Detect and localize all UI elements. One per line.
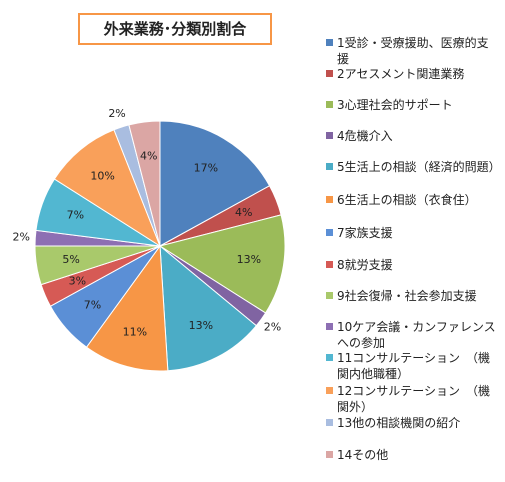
legend-swatch — [326, 132, 333, 139]
legend-swatch — [326, 323, 333, 330]
legend-label: 1受診・受療援助、医療的支援 — [337, 36, 489, 66]
legend-swatch — [326, 419, 333, 426]
legend-item: 13他の相談機関の紹介 — [326, 415, 496, 431]
data-label: 2% — [108, 107, 125, 120]
data-label: 3% — [69, 275, 86, 288]
legend-label: 3心理社会的サポート — [337, 98, 453, 112]
pie-slice — [159, 120, 271, 247]
data-label: 13% — [237, 253, 261, 266]
legend-label: 2アセスメント関連業務 — [337, 67, 465, 81]
legend-label: 12コンサルテーション （機関外） — [337, 384, 491, 414]
legend-swatch — [326, 70, 333, 77]
legend-label: 5生活上の相談（経済的問題） — [337, 160, 501, 174]
legend-swatch — [326, 261, 333, 268]
data-label: 7% — [84, 299, 101, 312]
legend-item: 12コンサルテーション （機関外） — [326, 383, 496, 415]
data-label: 4% — [140, 150, 157, 163]
data-label: 17% — [194, 162, 218, 175]
legend-item: 14その他 — [326, 447, 496, 463]
legend-item: 1受診・受療援助、医療的支援 — [326, 35, 496, 67]
pie-slice — [128, 120, 161, 247]
data-label: 7% — [67, 209, 84, 222]
legend-swatch — [326, 163, 333, 170]
legend-label: 11コンサルテーション （機関内他職種） — [337, 351, 491, 381]
legend-item: 7家族支援 — [326, 225, 496, 241]
data-label: 11% — [123, 325, 147, 338]
data-label: 13% — [189, 319, 213, 332]
legend-swatch — [326, 354, 333, 361]
pie-slice — [159, 244, 258, 372]
legend-label: 7家族支援 — [337, 226, 393, 240]
chart-title: 外来業務･分類別割合 — [78, 13, 272, 45]
legend-label: 14その他 — [337, 448, 389, 462]
data-label: 10% — [90, 170, 114, 183]
legend-item: 11コンサルテーション （機関内他職種） — [326, 350, 496, 382]
legend-swatch — [326, 292, 333, 299]
legend-item: 3心理社会的サポート — [326, 97, 496, 113]
legend-label: 13他の相談機関の紹介 — [337, 416, 461, 430]
legend-item: 8就労支援 — [326, 257, 496, 273]
data-label: 2% — [13, 230, 30, 243]
legend-item: 2アセスメント関連業務 — [326, 66, 496, 82]
legend-label: 4危機介入 — [337, 129, 393, 143]
pie-slice — [53, 129, 162, 248]
legend-swatch — [326, 196, 333, 203]
pie-slice — [158, 214, 286, 314]
legend-item: 4危機介入 — [326, 128, 496, 144]
legend-item: 9社会復帰・社会参加支援 — [326, 288, 496, 304]
legend-swatch — [326, 229, 333, 236]
legend-item: 6生活上の相談（衣食住） — [326, 192, 496, 208]
legend-item: 5生活上の相談（経済的問題） — [326, 159, 501, 175]
pie-chart: 17% 4% 13% 2% 13% 11% 7% 3% 5% 2% 7% 10% 2% 4% — [13, 107, 286, 372]
legend-label: 6生活上の相談（衣食住） — [337, 193, 477, 207]
legend-label: 8就労支援 — [337, 258, 393, 272]
legend-label: 10ケア会議・カンファレンスへの参加 — [337, 320, 496, 350]
data-label: 5% — [62, 253, 79, 266]
legend-swatch — [326, 387, 333, 394]
legend-swatch — [326, 451, 333, 458]
legend-label: 9社会復帰・社会参加支援 — [337, 289, 477, 303]
legend-item: 10ケア会議・カンファレンスへの参加 — [326, 319, 496, 351]
legend-swatch — [326, 39, 333, 46]
pie-slice — [85, 244, 169, 372]
data-label: 4% — [235, 206, 252, 219]
legend-swatch — [326, 101, 333, 108]
data-label: 2% — [264, 321, 281, 334]
